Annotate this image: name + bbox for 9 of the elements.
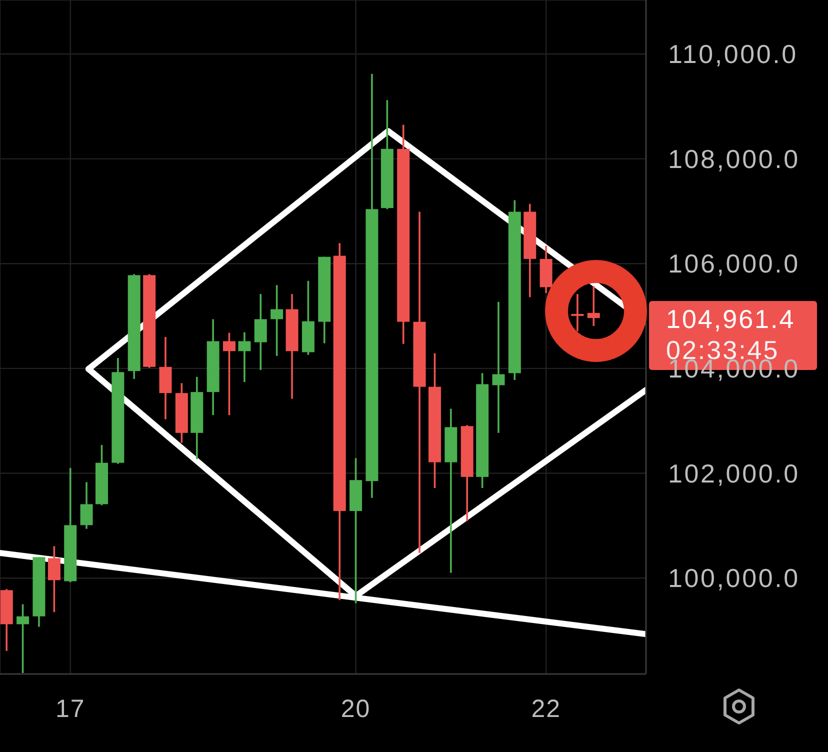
y-tick-label: 108,000.0 (668, 144, 800, 174)
x-tick-label: 20 (340, 694, 371, 723)
x-tick-label: 17 (55, 694, 86, 723)
y-tick-label: 102,000.0 (668, 458, 800, 488)
x-tick-label: 22 (531, 694, 562, 723)
y-tick-label: 100,000.0 (668, 563, 800, 594)
text: 104,961.4 (666, 304, 796, 334)
y-tick-label: 106,000.0 (668, 248, 800, 279)
y-tick-label: 110,000.0 (668, 39, 798, 70)
